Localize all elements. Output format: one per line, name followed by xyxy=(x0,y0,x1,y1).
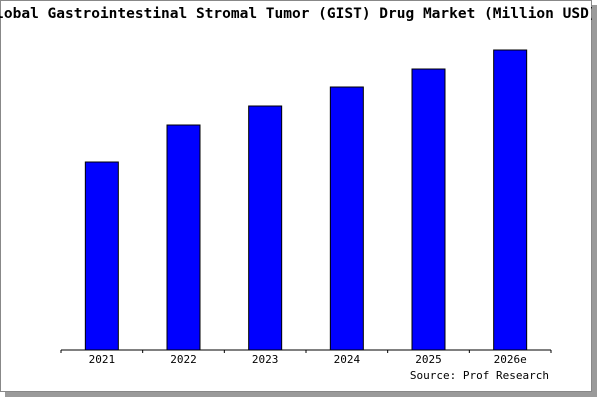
x-tick-label: 2024 xyxy=(334,353,361,366)
bar xyxy=(493,49,528,351)
x-tick-label: 2026e xyxy=(494,353,527,366)
bar xyxy=(166,124,201,351)
bar xyxy=(411,68,446,351)
bar xyxy=(84,161,119,351)
title-group: Global Gastrointestinal Stromal Tumor (G… xyxy=(0,6,598,22)
chart-title: Global Gastrointestinal Stromal Tumor (G… xyxy=(0,6,598,22)
bar xyxy=(329,86,364,351)
x-tick-label: 2021 xyxy=(89,353,116,366)
x-tick-label: 2023 xyxy=(252,353,279,366)
source-note: Source: Prof Research xyxy=(410,369,549,382)
x-tick-label: 2025 xyxy=(415,353,442,366)
x-tick-label: 2022 xyxy=(170,353,197,366)
bar xyxy=(248,105,283,351)
